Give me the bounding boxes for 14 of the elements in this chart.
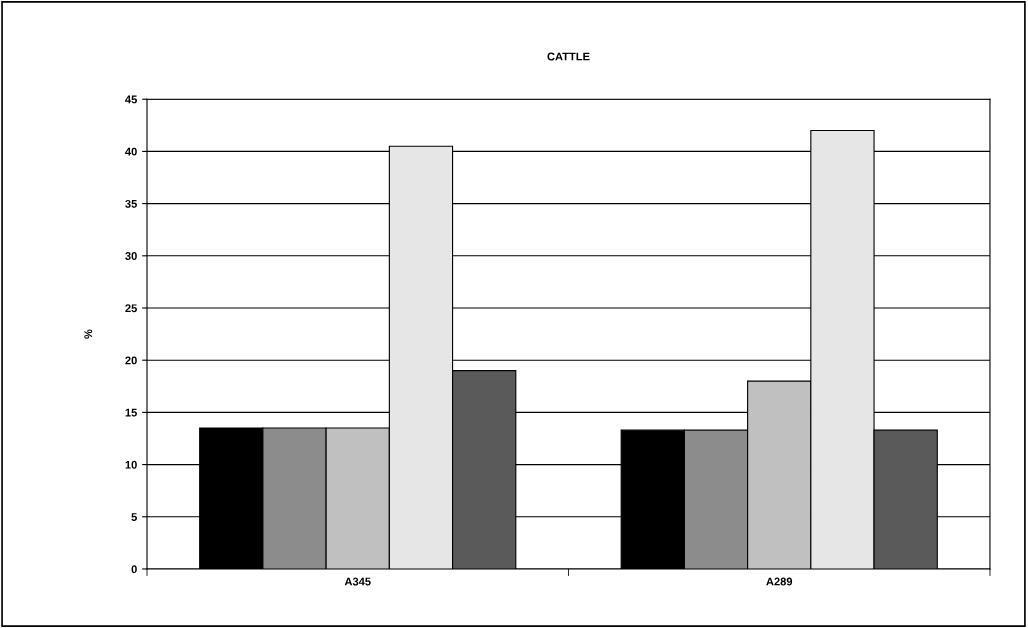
- y-axis-title: %: [84, 329, 93, 339]
- x-tick-label: A345: [344, 577, 371, 586]
- x-tick-label: A289: [766, 577, 793, 586]
- y-tick-label: 20: [125, 356, 137, 365]
- y-tick-label: 10: [125, 460, 137, 469]
- y-tick-label: 5: [131, 513, 137, 521]
- y-tick-label: 25: [125, 304, 137, 313]
- y-tick-label: 30: [125, 252, 137, 260]
- y-tick-label: 45: [125, 95, 137, 104]
- chart-title: CATTLE: [547, 52, 590, 61]
- y-tick-label: 40: [125, 147, 137, 156]
- y-tick-label: 35: [125, 199, 137, 208]
- y-tick-label: 0: [131, 565, 137, 574]
- y-tick-label: 15: [125, 408, 137, 417]
